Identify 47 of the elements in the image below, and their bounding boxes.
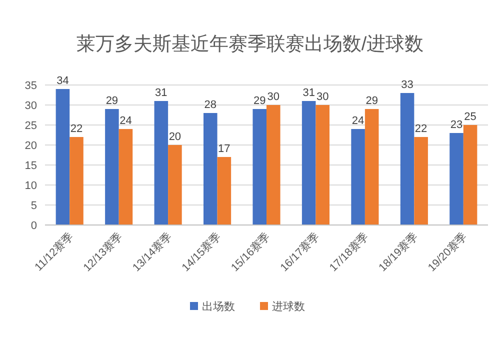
bar [118, 129, 133, 225]
y-tick-label: 0 [30, 220, 37, 232]
data-label: 24 [120, 115, 132, 127]
bar [450, 133, 464, 225]
data-label: 34 [56, 75, 69, 87]
y-tick-label: 35 [24, 80, 37, 92]
data-label: 31 [302, 87, 315, 99]
bar [168, 145, 182, 225]
bar [203, 113, 218, 225]
bar [316, 105, 330, 225]
data-label: 30 [267, 91, 280, 103]
data-label: 29 [366, 95, 378, 107]
bar [56, 89, 70, 225]
data-label: 22 [414, 123, 428, 135]
data-label: 22 [70, 123, 83, 135]
y-tick-label: 30 [24, 100, 37, 112]
bar [252, 109, 266, 225]
bar [70, 137, 84, 225]
chart-title: 莱万多夫斯基近年赛季联赛出场数/进球数 [76, 33, 424, 55]
data-label: 25 [464, 111, 476, 123]
legend-label: 出场数 [202, 300, 235, 313]
data-label: 24 [352, 115, 364, 127]
y-tick-label: 15 [24, 160, 37, 172]
legend-label: 进球数 [272, 300, 305, 313]
bar [351, 129, 365, 225]
data-label: 30 [316, 91, 329, 103]
bar [463, 125, 478, 225]
bar [414, 137, 428, 225]
data-label: 20 [168, 131, 182, 143]
data-label: 29 [106, 95, 118, 107]
data-label: 23 [450, 119, 463, 131]
data-label: 17 [218, 143, 230, 155]
data-label: 33 [401, 79, 414, 91]
bar [364, 109, 379, 225]
bar [302, 101, 316, 225]
y-tick-label: 10 [24, 180, 37, 192]
bar [154, 101, 168, 225]
data-label: 31 [155, 87, 168, 99]
y-tick-label: 5 [30, 200, 37, 212]
bar [105, 109, 119, 225]
bar [400, 93, 414, 225]
bar [217, 157, 232, 225]
data-label: 29 [253, 95, 266, 107]
y-tick-label: 20 [24, 140, 37, 152]
data-label: 28 [204, 99, 217, 111]
bar [266, 105, 280, 225]
y-tick-label: 25 [24, 120, 37, 132]
